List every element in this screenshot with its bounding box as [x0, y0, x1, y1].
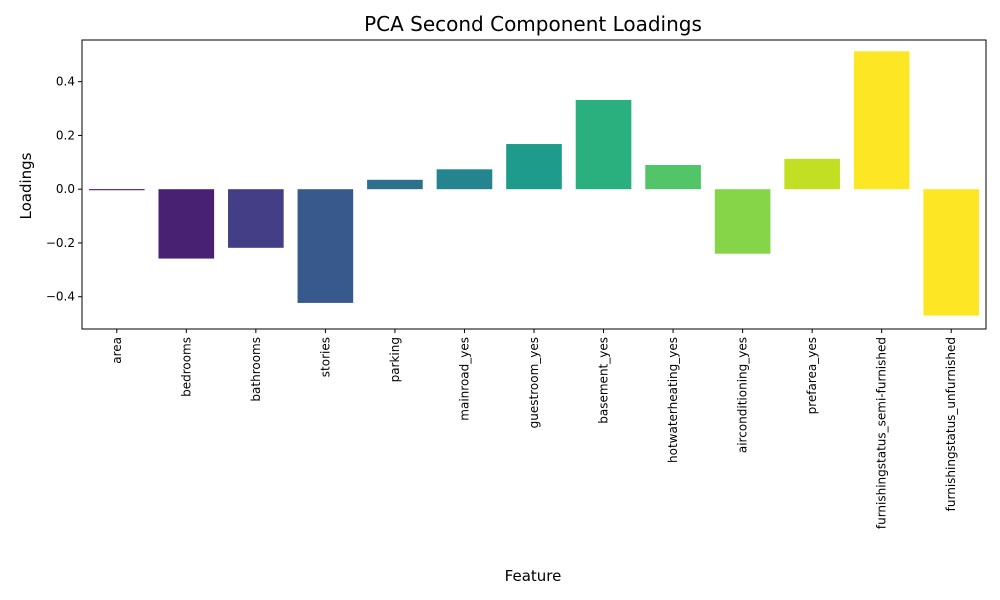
y-axis-label: Loadings: [17, 152, 35, 219]
x-tick-label: bathrooms: [249, 337, 263, 402]
bar-area: [88, 189, 145, 191]
x-tick-label: bedrooms: [179, 337, 193, 397]
plot-frame: [81, 39, 987, 330]
bar-stories: [297, 189, 354, 303]
bar-basement_yes: [575, 99, 632, 190]
x-tick-label: area: [110, 337, 124, 364]
x-tick-label: parking: [388, 337, 402, 382]
x-tick-label: basement_yes: [597, 337, 611, 424]
bar-guestroom_yes: [506, 144, 562, 190]
bar-bathrooms: [228, 189, 284, 248]
bar-furnishingstatus_semi-furnished: [853, 51, 910, 190]
y-tick-label: 0.2: [56, 128, 75, 142]
x-tick-label: furnishingstatus_semi-furnished: [875, 337, 889, 529]
x-tick-label: furnishingstatus_unfurnished: [944, 337, 958, 511]
bar-parking: [367, 179, 423, 190]
x-axis-label: Feature: [505, 567, 562, 585]
bar-bedrooms: [158, 189, 215, 259]
bar-hotwaterheating_yes: [645, 165, 701, 190]
y-axis-ticks: −0.4 −0.2 0.0 0.2 0.4: [46, 75, 82, 304]
y-tick-label: 0.0: [56, 182, 75, 196]
x-tick-label: guestroom_yes: [527, 337, 541, 428]
x-axis-ticks: area bedrooms bathrooms stories parking mainr…: [110, 329, 958, 529]
y-tick-label: −0.2: [46, 236, 75, 250]
y-tick-label: 0.4: [56, 75, 75, 89]
chart-title: PCA Second Component Loadings: [364, 12, 702, 36]
bar-mainroad_yes: [436, 169, 493, 190]
bar-airconditioning_yes: [714, 189, 771, 254]
x-tick-label: stories: [318, 337, 332, 377]
x-tick-label: mainroad_yes: [457, 337, 471, 421]
x-tick-label: prefarea_yes: [805, 337, 819, 414]
bars-group: [88, 51, 980, 316]
y-tick-label: −0.4: [46, 290, 75, 304]
bar-prefarea_yes: [784, 158, 840, 190]
bar-furnishingstatus_unfurnished: [923, 189, 980, 316]
x-tick-label: airconditioning_yes: [736, 337, 750, 453]
x-tick-label: hotwaterheating_yes: [666, 337, 680, 463]
